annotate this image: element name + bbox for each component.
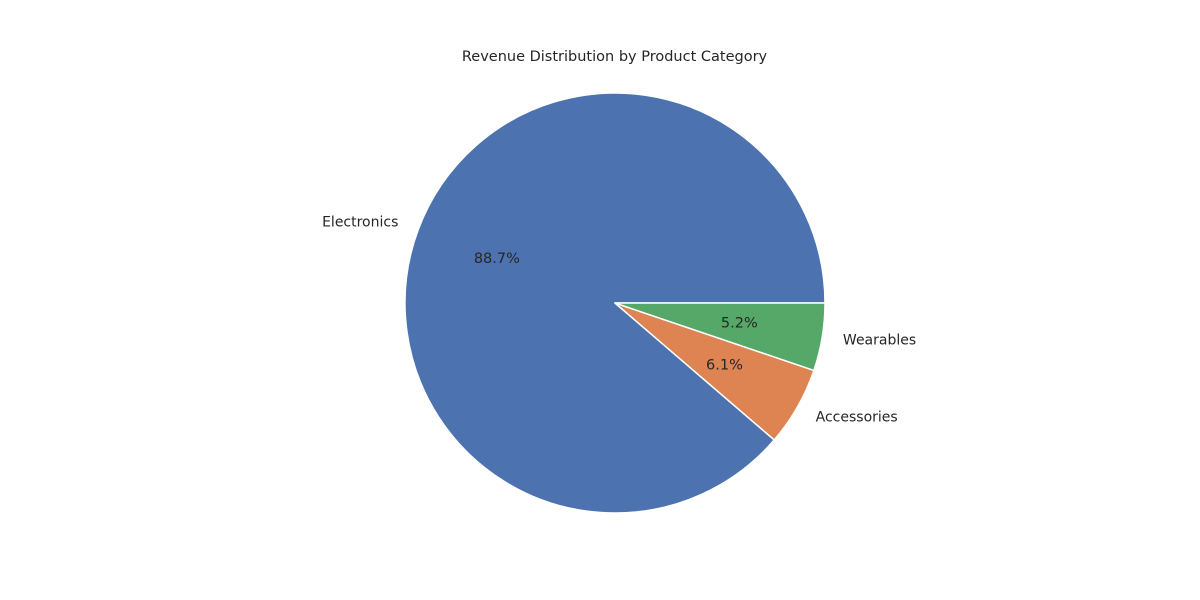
pie-percent-label: 5.2% xyxy=(721,315,758,331)
pie-percent-label: 88.7% xyxy=(474,251,520,267)
pie-slice-wearables xyxy=(614,302,826,372)
pie-category-label: Wearables xyxy=(843,333,916,349)
pie-percent-label: 6.1% xyxy=(706,357,743,373)
pie-slices xyxy=(404,92,826,514)
chart-title: Revenue Distribution by Product Category xyxy=(461,49,768,65)
pie-category-label: Electronics xyxy=(322,215,398,231)
pie-labels: Electronics 88.7% Accessories 6.1% Wearables… xyxy=(322,215,916,426)
pie-category-label: Accessories xyxy=(816,409,898,425)
